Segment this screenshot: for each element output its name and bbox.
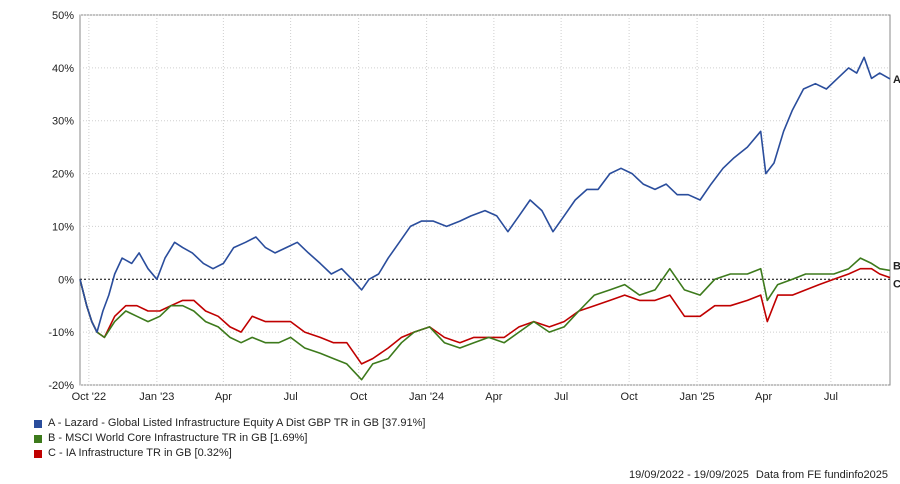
- y-tick-label: 10%: [52, 221, 74, 233]
- legend-label-c: C - IA Infrastructure TR in GB [0.32%]: [48, 447, 232, 459]
- grid-lines: [80, 14, 890, 386]
- y-tick-label: 50%: [52, 10, 74, 22]
- x-tick-label: Oct: [621, 391, 638, 403]
- data-source: Data from FE fundinfo2025: [755, 469, 888, 481]
- performance-chart: -20% -10% 0% 10% 20% 30% 40% 50% Oct '22 Jan '23…: [48, 10, 900, 403]
- y-tick-label: 0%: [58, 274, 74, 286]
- y-tick-label: -10%: [48, 327, 74, 339]
- legend-item-c: C - IA Infrastructure TR in GB [0.32%]: [34, 446, 425, 461]
- x-tick-label: Jan '25: [680, 391, 715, 403]
- series-lines: [79, 56, 891, 381]
- legend-item-b: B - MSCI World Core Infrastructure TR in…: [34, 431, 425, 446]
- chart-footer: 19/09/2022 - 19/09/2025 Data from FE fun…: [629, 469, 888, 481]
- x-tick-label: Apr: [215, 391, 232, 403]
- x-axis-ticks: Oct '22 Jan '23 Apr Jul Oct Jan '24 Apr Jul Oct J…: [72, 391, 838, 403]
- legend-swatch-a: [34, 419, 42, 428]
- series-line-a: [79, 56, 891, 333]
- y-axis-ticks: -20% -10% 0% 10% 20% 30% 40% 50%: [48, 10, 74, 392]
- y-tick-label: 30%: [52, 116, 74, 128]
- legend-item-a: A - Lazard - Global Listed Infrastructur…: [34, 416, 425, 431]
- series-end-label-a: A: [893, 74, 900, 86]
- legend-swatch-b: [34, 434, 42, 443]
- x-tick-label: Oct '22: [72, 391, 107, 403]
- date-range: 19/09/2022 - 19/09/2025: [628, 469, 749, 481]
- series-end-labels: A BC: [893, 74, 900, 291]
- x-tick-label: Apr: [485, 391, 502, 403]
- x-tick-label: Jul: [824, 391, 838, 403]
- legend-label-b: B - MSCI World Core Infrastructure TR in…: [48, 432, 308, 444]
- y-tick-label: 40%: [52, 63, 74, 75]
- y-tick-label: -20%: [48, 380, 74, 392]
- series-line-c: [79, 267, 891, 365]
- legend: A - Lazard - Global Listed Infrastructur…: [34, 416, 425, 461]
- x-tick-label: Jan '24: [409, 391, 444, 403]
- x-tick-label: Oct: [350, 391, 367, 403]
- series-end-label-c: C: [893, 279, 900, 291]
- series-line-b: [79, 257, 891, 381]
- y-tick-label: 20%: [52, 169, 74, 181]
- plot-area: [79, 14, 891, 386]
- x-tick-label: Jul: [554, 391, 568, 403]
- x-tick-label: Apr: [755, 391, 772, 403]
- x-tick-label: Jan '23: [139, 391, 174, 403]
- legend-swatch-c: [34, 449, 42, 458]
- x-tick-label: Jul: [284, 391, 298, 403]
- legend-label-a: A - Lazard - Global Listed Infrastructur…: [48, 417, 426, 429]
- series-end-label-b: B: [893, 260, 900, 272]
